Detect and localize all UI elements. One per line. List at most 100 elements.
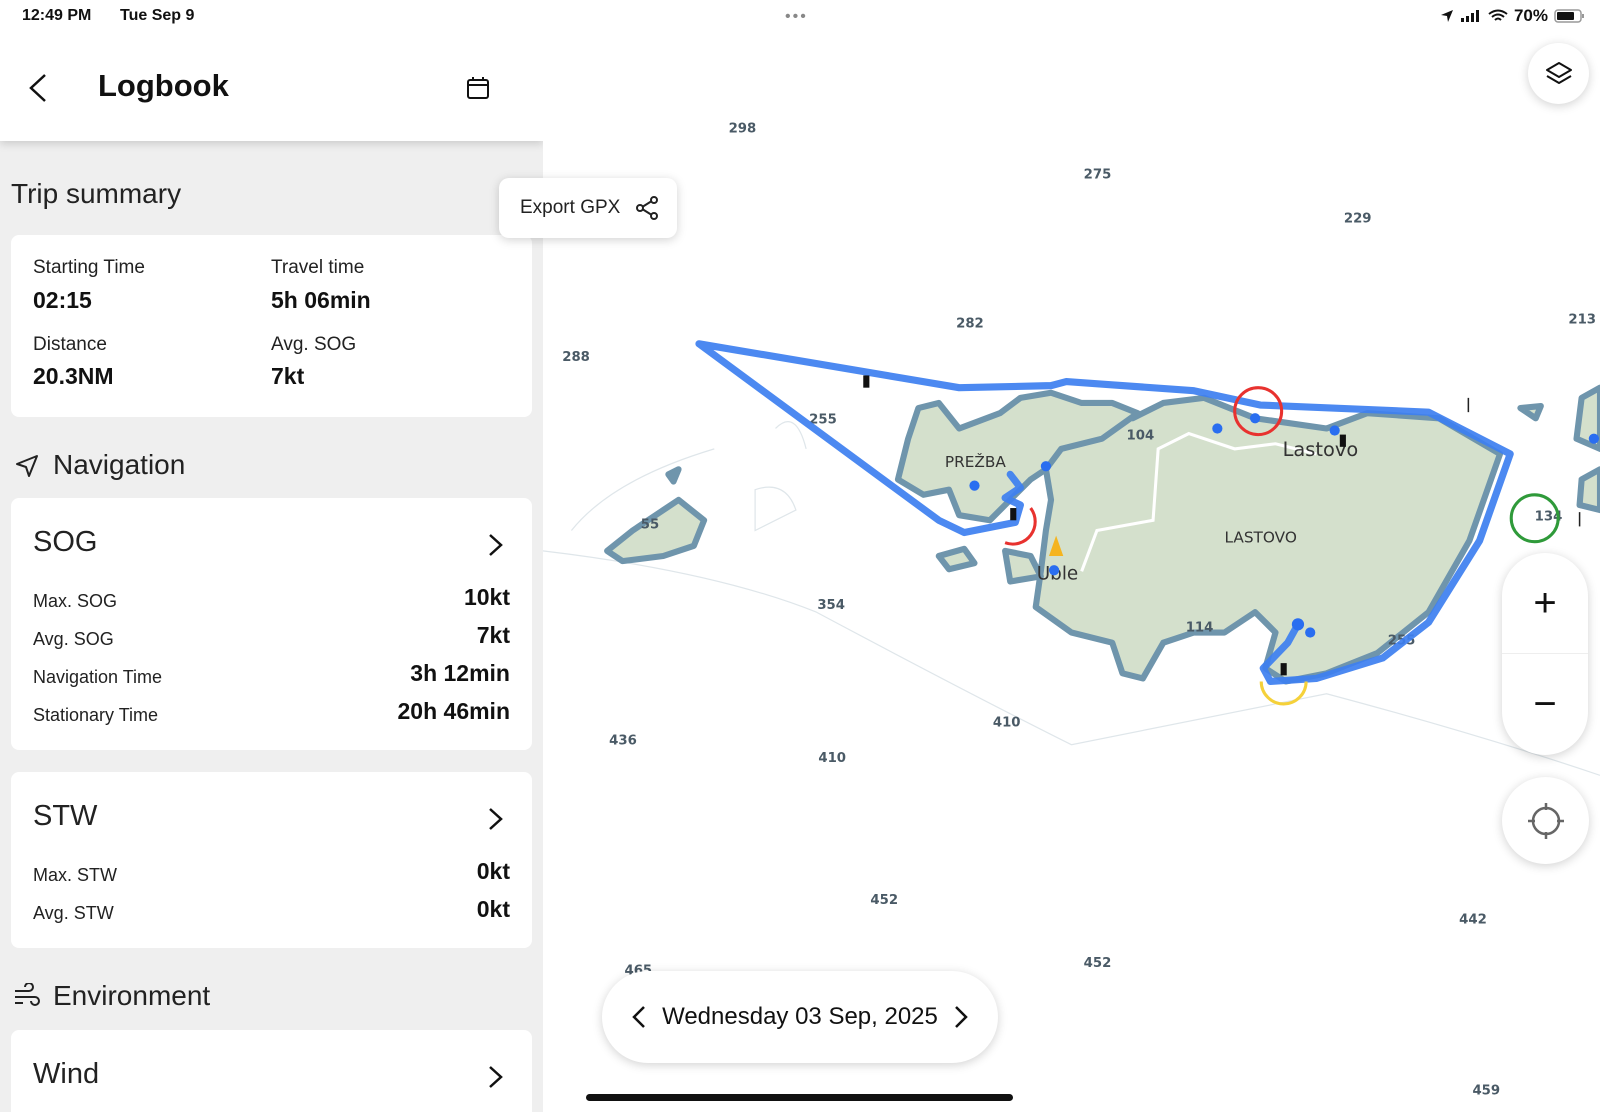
export-gpx-button[interactable]: Export GPX [499, 178, 677, 238]
depth-label: 275 [1084, 168, 1112, 183]
chevron-right-icon[interactable] [480, 804, 510, 834]
chevron-right-icon[interactable] [480, 530, 510, 560]
trip-summary-heading: Trip summary [11, 178, 182, 209]
yellow-buoy-icon [1048, 535, 1064, 556]
stat-value: 20.3NM [33, 363, 114, 389]
wind-title: Wind [33, 1058, 100, 1090]
depth-label: 436 [609, 734, 637, 749]
stat-label: Avg. SOG [271, 334, 357, 355]
red-marker-ring [1233, 386, 1284, 437]
depth-label: 229 [1344, 211, 1372, 226]
multitask-dots[interactable]: ••• [785, 8, 808, 25]
stat-label: Travel time [271, 257, 365, 278]
wind-icon [15, 983, 40, 1006]
row-label: Avg. STW [33, 903, 114, 923]
header: 12:49 PM Tue Sep 9 Logbook [0, 0, 543, 141]
depth-label: 459 [1472, 1084, 1500, 1099]
depth-label: 55 [641, 517, 659, 532]
stw-title: STW [33, 800, 98, 832]
date-label: Wednesday 03 Sep, 2025 [662, 1003, 938, 1030]
next-day-button[interactable] [950, 1004, 972, 1030]
row-value: 0kt [476, 896, 510, 922]
logbook-panel: 12:49 PM Tue Sep 9 Logbook Trip summary … [0, 0, 543, 1112]
islands [604, 384, 1600, 685]
status-indicators: 70% [1440, 6, 1586, 26]
row-label: Max. STW [33, 865, 117, 885]
crosshair-icon [1527, 802, 1564, 839]
chevron-right-icon[interactable] [480, 1062, 510, 1092]
lighthouse-icons [863, 375, 1346, 676]
layers-button[interactable] [1528, 43, 1589, 104]
row-label: Avg. SOG [33, 629, 114, 649]
sog-title: SOG [33, 526, 98, 558]
road [1080, 431, 1317, 572]
calendar-button[interactable] [458, 68, 498, 108]
depth-label: 282 [956, 316, 984, 331]
track-waypoints[interactable] [969, 413, 1599, 638]
navigation-heading: Navigation [53, 449, 186, 480]
green-marker-ring [1509, 493, 1560, 544]
share-icon [636, 196, 659, 220]
depth-label: 452 [870, 893, 898, 908]
page-title: Logbook [98, 68, 229, 103]
environment-heading: Environment [53, 980, 211, 1011]
sog-card[interactable]: SOG Max. SOG 10kt Avg. SOG 7kt Navigatio… [11, 498, 532, 750]
place-label: LASTOVO [1224, 529, 1296, 547]
depth-label: 410 [818, 751, 846, 766]
anchor-icons [1467, 397, 1581, 527]
stat-label: Distance [33, 334, 107, 355]
signal-icon [1460, 10, 1479, 22]
depth-label: 442 [1459, 912, 1487, 927]
back-button[interactable] [18, 68, 58, 108]
status-date: Tue Sep 9 [120, 7, 195, 24]
depth-label: 354 [817, 598, 845, 613]
depth-label: 288 [562, 350, 590, 365]
wind-card[interactable]: Wind [11, 1030, 532, 1112]
depth-label: 255 [809, 412, 837, 427]
row-label: Max. SOG [33, 591, 118, 611]
depth-label: 213 [1568, 312, 1596, 327]
depth-label: 452 [1084, 956, 1112, 971]
place-label: Lastovo [1283, 438, 1359, 461]
row-value: 0kt [476, 858, 510, 884]
trip-track[interactable] [695, 340, 1514, 686]
date-navigator: Wednesday 03 Sep, 2025 [602, 971, 998, 1063]
stat-value: 02:15 [33, 287, 92, 313]
row-value: 20h 46min [397, 698, 511, 724]
stat-value: 7kt [271, 363, 305, 389]
depth-label: 298 [729, 122, 757, 137]
zoom-out-button[interactable]: − [1533, 682, 1557, 726]
calendar-icon [467, 77, 489, 99]
location-arrow-icon [1440, 10, 1453, 22]
battery-icon [1554, 9, 1584, 23]
home-indicator[interactable] [586, 1094, 1013, 1101]
locate-button[interactable] [1502, 777, 1589, 864]
depth-label: 114 [1186, 620, 1214, 635]
zoom-in-button[interactable]: + [1502, 553, 1588, 654]
row-value: 7kt [476, 622, 510, 648]
row-value: 3h 12min [410, 660, 510, 686]
stw-card[interactable]: STW Max. STW 0kt Avg. STW 0kt [11, 772, 532, 948]
red-arc [1004, 507, 1037, 546]
row-label: Navigation Time [33, 667, 163, 687]
island-prezba [894, 389, 1141, 524]
yellow-arc [1259, 681, 1308, 706]
wifi-icon [1488, 9, 1508, 21]
trip-summary-card: Starting Time 02:15 Travel time 5h 06min… [11, 235, 532, 417]
status-time: 12:49 PM [22, 7, 92, 24]
chevron-left-icon [29, 74, 46, 102]
previous-day-button[interactable] [628, 1004, 650, 1030]
depth-label: 104 [1127, 429, 1155, 444]
row-label: Stationary Time [33, 705, 159, 725]
navigation-arrow-icon [16, 455, 38, 477]
depth-label: 134 [1535, 509, 1563, 524]
depth-label: 410 [993, 715, 1021, 730]
stat-label: Starting Time [33, 257, 145, 278]
export-gpx-label: Export GPX [520, 197, 621, 218]
row-value: 10kt [463, 584, 510, 610]
island-west [604, 496, 708, 565]
layers-icon [1545, 61, 1572, 84]
place-label: PREŽBA [945, 452, 1006, 471]
stat-value: 5h 06min [271, 287, 371, 313]
